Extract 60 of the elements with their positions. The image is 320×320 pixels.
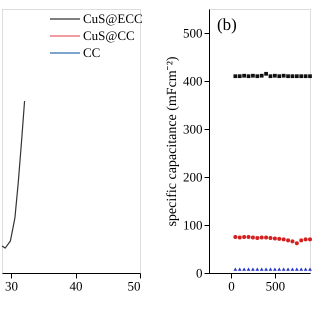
legend-label: CC (83, 45, 100, 60)
legend-label: CuS@ECC (83, 11, 143, 26)
point (268, 74, 272, 78)
point (251, 74, 255, 78)
point (290, 239, 294, 244)
point (233, 235, 238, 239)
x-tick-label: 50 (128, 278, 140, 294)
point (282, 268, 286, 271)
point (282, 237, 286, 242)
point (238, 235, 242, 240)
point (277, 268, 282, 271)
point (304, 237, 308, 242)
y-tick-label: 200 (183, 170, 202, 184)
point (255, 236, 260, 240)
point (294, 241, 299, 246)
point (251, 268, 255, 271)
point (286, 268, 290, 271)
y-tick-label: 400 (183, 74, 202, 88)
point (238, 268, 242, 271)
annotation: (b) (217, 15, 237, 34)
x-tick-label: 40 (70, 278, 83, 294)
point (260, 235, 264, 240)
point (233, 268, 238, 271)
point (290, 268, 294, 271)
point (308, 74, 312, 78)
point (246, 235, 251, 239)
point (264, 268, 268, 271)
y-tick-label: 0 (196, 266, 202, 280)
point (268, 236, 272, 240)
point (273, 268, 277, 271)
y-tick-label: 500 (183, 26, 202, 40)
point (290, 74, 294, 78)
x-tick-label: 0 (228, 278, 235, 294)
point (272, 236, 277, 240)
point (304, 268, 308, 271)
point (308, 268, 312, 271)
point (299, 268, 304, 271)
point (246, 74, 250, 78)
point (246, 268, 250, 271)
point (242, 268, 246, 271)
y-tick-label: 100 (183, 218, 202, 232)
point (277, 236, 282, 241)
point (255, 268, 260, 271)
point (304, 74, 308, 78)
point (260, 268, 264, 271)
point (268, 268, 272, 271)
x-tick-label: 30 (5, 278, 18, 294)
point (286, 238, 290, 242)
point (264, 72, 268, 76)
legend-label: CuS@CC (83, 28, 135, 43)
point (294, 268, 299, 271)
x-tick-label: 500 (266, 278, 286, 294)
point (286, 74, 290, 78)
point (250, 235, 255, 240)
y-axis-title: specific capacitance (mFcm⁻²) (165, 56, 180, 227)
point (242, 235, 246, 239)
point (299, 238, 304, 242)
point (264, 235, 268, 240)
y-tick-label: 300 (183, 122, 202, 136)
point (308, 237, 312, 242)
